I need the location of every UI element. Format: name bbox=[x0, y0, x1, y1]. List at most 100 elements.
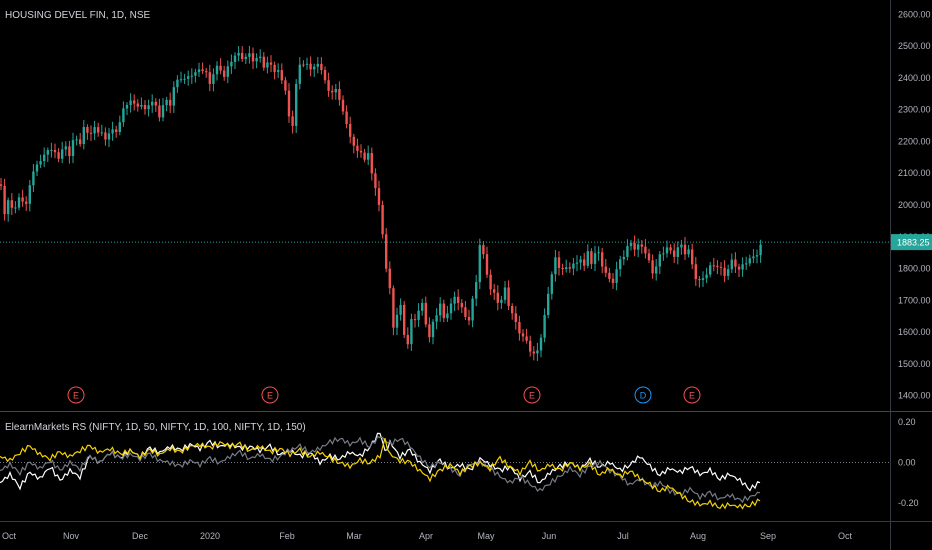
candle-body bbox=[17, 197, 21, 208]
candle-body bbox=[259, 56, 262, 58]
candle-body bbox=[525, 336, 528, 341]
price-tick-label: 1800.00 bbox=[898, 264, 931, 274]
candle-body bbox=[683, 244, 687, 255]
candle-body bbox=[521, 333, 525, 337]
candle-body bbox=[356, 145, 359, 151]
candle-body bbox=[547, 293, 550, 315]
candle-body bbox=[100, 132, 103, 134]
candle-body bbox=[658, 254, 661, 267]
candle-body bbox=[179, 79, 183, 81]
candle-body bbox=[471, 298, 474, 321]
indicator-series bbox=[0, 432, 761, 510]
candle-body bbox=[262, 56, 265, 68]
candle-body bbox=[154, 101, 157, 106]
candle-body bbox=[586, 251, 589, 266]
candle-body bbox=[370, 153, 373, 174]
candle-body bbox=[575, 262, 579, 264]
candle-body bbox=[230, 61, 233, 67]
candle-body bbox=[374, 173, 377, 189]
candle-body bbox=[367, 153, 370, 160]
indicator-line bbox=[0, 435, 761, 504]
event-marker-circle bbox=[634, 386, 652, 404]
candle-body bbox=[248, 53, 251, 57]
candle-body bbox=[413, 319, 417, 321]
candle-body bbox=[662, 253, 665, 255]
price-tick-label: 2200.00 bbox=[898, 136, 931, 146]
candle-body bbox=[118, 122, 121, 132]
candle-body bbox=[323, 70, 327, 81]
candle-body bbox=[363, 152, 366, 160]
price-tick-label: 2100.00 bbox=[898, 168, 931, 178]
candle-body bbox=[341, 99, 345, 112]
time-axis-label: May bbox=[477, 531, 495, 541]
candle-body bbox=[511, 306, 514, 314]
candle-body bbox=[615, 269, 618, 283]
candle-body bbox=[730, 259, 733, 270]
candle-body bbox=[705, 274, 708, 279]
candle-body bbox=[536, 350, 539, 354]
candle-body bbox=[233, 55, 237, 62]
candle-body bbox=[611, 278, 615, 283]
time-axis-label: Mar bbox=[346, 531, 362, 541]
candle-body bbox=[579, 259, 582, 263]
last-price-line: 1883.25 bbox=[0, 234, 932, 251]
candle-body bbox=[532, 351, 535, 354]
event-marker-letter: D bbox=[640, 391, 647, 401]
candle-body bbox=[136, 103, 139, 107]
time-axis[interactable]: Oct Nov Dec 2020 Feb Mar Apr May Jun Jul Aug Sep Oct bbox=[2, 531, 853, 541]
candle-body bbox=[176, 79, 179, 88]
time-axis-label: Sep bbox=[760, 531, 776, 541]
candle-body bbox=[619, 259, 622, 270]
candle-body bbox=[172, 87, 175, 106]
candle-body bbox=[251, 53, 255, 62]
time-axis-label: Nov bbox=[63, 531, 80, 541]
candle-body bbox=[39, 161, 42, 165]
price-axis[interactable]: 2600.00 2500.00 2400.00 2300.00 2200.00 2100.… bbox=[898, 9, 931, 400]
candle-body bbox=[115, 129, 118, 132]
candle-body bbox=[266, 62, 269, 68]
candle-body bbox=[482, 245, 485, 255]
price-tick-label: 1400.00 bbox=[898, 391, 931, 401]
candle-body bbox=[712, 265, 715, 267]
candle-body bbox=[298, 64, 301, 84]
indicator-line bbox=[0, 438, 761, 510]
candle-body bbox=[75, 139, 78, 141]
price-tick-label: 2400.00 bbox=[898, 73, 931, 83]
candle-body bbox=[226, 66, 229, 77]
time-axis-label: Oct bbox=[2, 531, 17, 541]
candle-body bbox=[194, 72, 197, 76]
candle-body bbox=[727, 269, 730, 276]
candle-body bbox=[334, 89, 337, 93]
candle-body bbox=[539, 337, 543, 351]
candle-body bbox=[572, 263, 575, 269]
candle-body bbox=[345, 111, 348, 124]
time-axis-label: Jun bbox=[542, 531, 557, 541]
time-axis-label: Aug bbox=[690, 531, 706, 541]
candle-body bbox=[86, 127, 89, 133]
price-tick-label: 2000.00 bbox=[898, 200, 931, 210]
candle-body bbox=[665, 247, 669, 254]
candle-body bbox=[680, 244, 683, 248]
event-marker-letter: E bbox=[689, 391, 695, 401]
candle-body bbox=[107, 133, 111, 140]
candle-body bbox=[669, 247, 672, 251]
candle-body bbox=[377, 188, 381, 205]
candle-body bbox=[381, 204, 384, 235]
candle-body bbox=[10, 200, 13, 208]
candle-body bbox=[237, 52, 240, 56]
price-tick-label: 1700.00 bbox=[898, 295, 931, 305]
candle-body bbox=[583, 259, 586, 266]
candle-body bbox=[89, 132, 93, 134]
candle-body bbox=[392, 288, 395, 328]
candle-body bbox=[79, 139, 82, 145]
candle-body bbox=[158, 105, 161, 118]
candle-body bbox=[543, 315, 546, 338]
candle-body bbox=[14, 207, 17, 209]
price-tick-label: 1500.00 bbox=[898, 359, 931, 369]
candle-body bbox=[64, 146, 67, 150]
candle-body bbox=[485, 254, 489, 275]
candle-body bbox=[723, 267, 726, 276]
